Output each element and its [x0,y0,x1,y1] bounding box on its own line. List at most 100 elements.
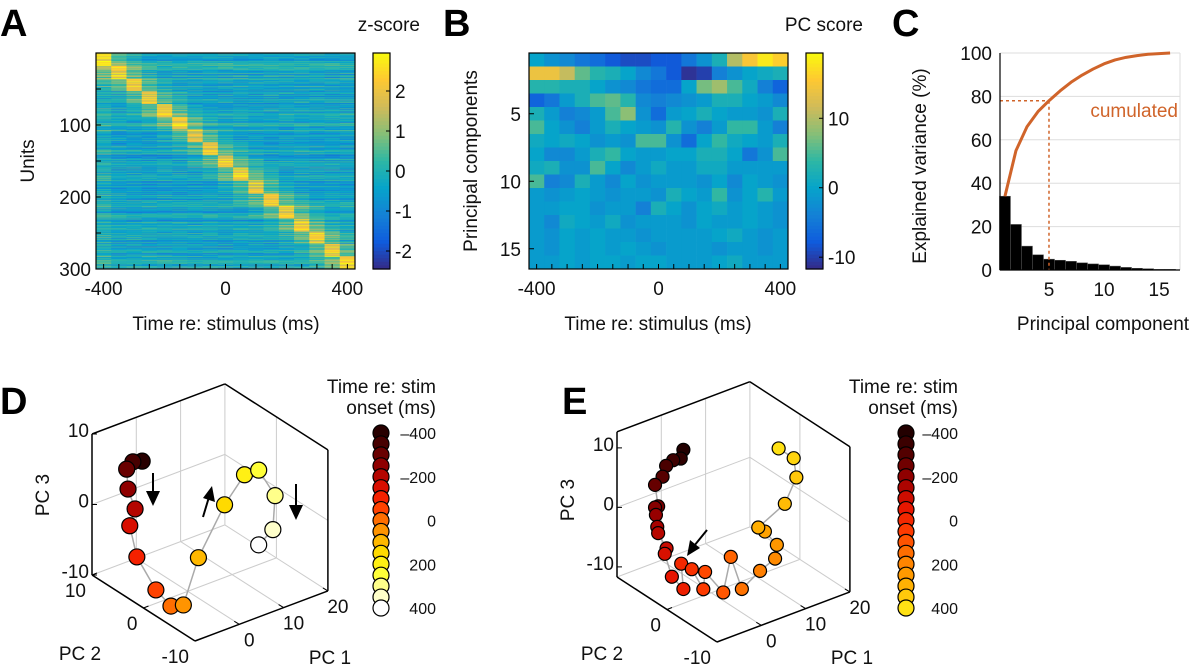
heatmap-cell [324,66,341,68]
heatmap-cell [263,216,280,218]
heatmap-cell [324,122,341,124]
heatmap-cell [141,166,158,168]
heatmap-cell [156,221,173,223]
heatmap-cell [217,202,234,204]
heatmap-cell [217,104,234,106]
heatmap-cell [96,191,112,193]
heatmap-cell [111,166,127,168]
heatmap-cell [172,99,188,101]
heatmap-cell [172,120,188,122]
heatmap-cell [263,71,280,73]
heatmap-cell [263,99,280,101]
heatmap-cell [309,216,325,218]
heatmap-cell [324,184,341,186]
heatmap-cell [111,111,127,113]
heatmap-cell [156,131,173,133]
heatmap-cell [187,121,203,123]
heatmap-cell [141,221,158,223]
heatmap-cell [324,94,341,96]
heatmap-cell [172,116,188,118]
heatmap-cell [172,127,188,129]
heatmap-cell [309,60,325,62]
heatmap-cell [233,96,249,98]
heatmap-cell [141,191,158,193]
heatmap-cell [339,61,356,63]
heatmap-cell [141,161,158,163]
heatmap-cell [156,166,173,168]
heatmap-cell [278,98,295,100]
heatmap-cell [126,76,143,78]
heatmap-cell [172,100,188,102]
heatmap-cell [294,91,310,93]
heatmap-cell [202,106,219,108]
heatmap-cell [187,237,203,239]
heatmap-cell [263,66,280,68]
heatmap-cell [278,161,295,163]
heatmap-cell [278,125,295,127]
heatmap-cell [141,150,158,152]
heatmap-cell [202,123,219,125]
heatmap-cell [278,147,295,149]
heatmap-cell [248,110,264,112]
heatmap-cell [339,63,356,65]
heatmap-cell [156,227,173,229]
heatmap-cell [278,239,295,241]
heatmap-cell [202,151,219,153]
heatmap-cell [248,251,264,253]
heatmap-cell [156,195,173,197]
heatmap-cell [339,251,356,253]
heatmap-cell [309,140,325,142]
heatmap-cell [156,119,173,121]
heatmap-cell [248,111,264,113]
heatmap-cell [339,137,356,139]
heatmap-cell [172,187,188,189]
heatmap-cell [111,89,127,91]
heatmap-cell [126,202,143,204]
heatmap-cell [294,254,310,256]
heatmap-cell [217,79,234,81]
heatmap-cell [141,193,158,195]
heatmap-cell [96,89,112,91]
heatmap-cell [96,99,112,101]
heatmap-cell [126,247,143,249]
heatmap-cell [96,73,112,75]
heatmap-cell [309,63,325,65]
heatmap-cell [278,54,295,56]
heatmap-cell [202,100,219,102]
heatmap-cell [156,81,173,83]
heatmap-cell [248,172,264,174]
heatmap-cell [324,86,341,88]
heatmap-cell [248,99,264,101]
heatmap-cell [202,230,219,232]
heatmap-cell [309,107,325,109]
heatmap-cell [233,222,249,224]
heatmap-cell [96,140,112,142]
heatmap-cell [187,171,203,173]
heatmap-cell [233,119,249,121]
heatmap-cell [263,85,280,87]
heatmap-cell [217,256,234,258]
heatmap-cell [141,102,158,104]
heatmap-cell [233,106,249,108]
heatmap-cell [278,104,295,106]
heatmap-cell [263,150,280,152]
heatmap-cell [233,135,249,137]
heatmap-cell [217,227,234,229]
heatmap-cell [111,261,127,263]
heatmap-cell [141,140,158,142]
heatmap-cell [263,124,280,126]
heatmap-cell [217,75,234,77]
heatmap-cell [294,147,310,149]
heatmap-cell [278,58,295,60]
heatmap-cell [309,154,325,156]
heatmap-cell [278,92,295,94]
heatmap-cell [263,79,280,81]
heatmap-cell [111,107,127,109]
heatmap-cell [339,143,356,145]
heatmap-cell [233,137,249,139]
heatmap-cell [156,227,173,229]
heatmap-cell [96,148,112,150]
heatmap-cell [172,122,188,124]
heatmap-cell [111,64,127,66]
heatmap-cell [96,201,112,203]
